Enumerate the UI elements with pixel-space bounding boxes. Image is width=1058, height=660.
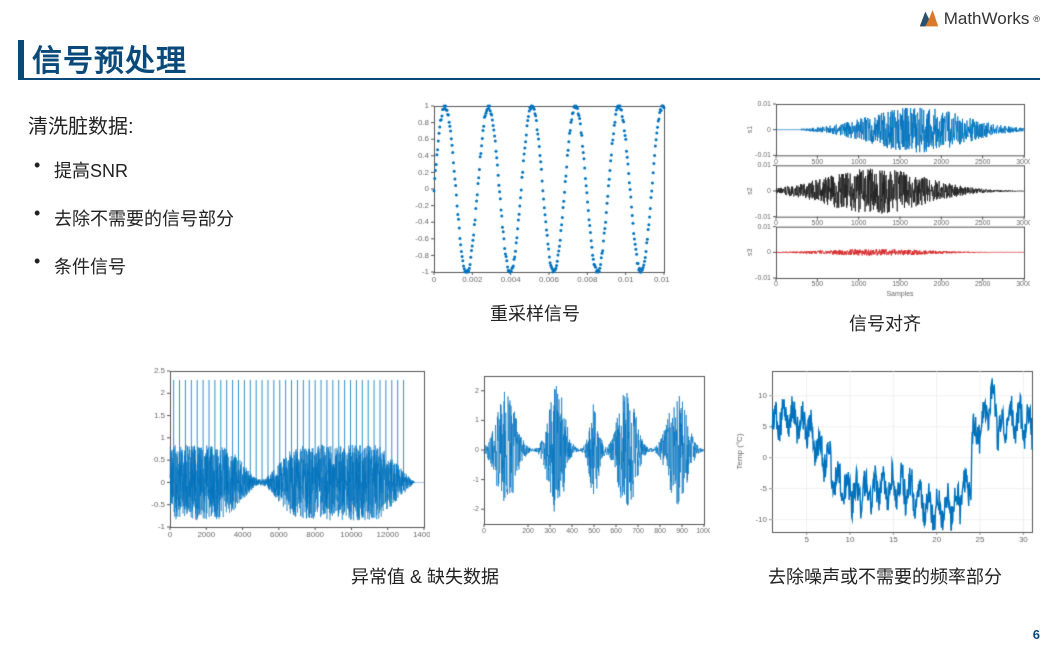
subheading: 清洗脏数据:	[28, 110, 328, 139]
page-title: 信号预处理	[32, 36, 187, 80]
align-chart-area: 信号对齐	[740, 100, 1030, 336]
outlier-caption: 异常值 & 缺失数据	[140, 563, 710, 589]
outlier-chart-area	[140, 365, 430, 545]
title-accent	[18, 40, 24, 80]
bullet-list: 提高SNR 去除不需要的信号部分 条件信号	[28, 157, 328, 279]
resample-caption: 重采样信号	[400, 300, 670, 326]
text-column: 清洗脏数据: 提高SNR 去除不需要的信号部分 条件信号	[28, 110, 328, 301]
outlier-chart	[140, 365, 430, 545]
denoise-caption: 去除噪声或不需要的频率部分	[730, 563, 1040, 589]
logo-text: MathWorks	[944, 9, 1030, 29]
bullet-item: 条件信号	[28, 253, 328, 279]
registered-mark: ®	[1033, 14, 1040, 24]
bursts-chart-area	[460, 370, 710, 540]
align-caption: 信号对齐	[740, 310, 1030, 336]
mathworks-logo: MathWorks ®	[918, 8, 1040, 30]
denoise-chart	[730, 365, 1040, 550]
resample-chart	[400, 100, 670, 290]
denoise-chart-area	[730, 365, 1040, 550]
mathworks-icon	[918, 8, 940, 30]
align-chart	[740, 100, 1030, 300]
bullet-item: 去除不需要的信号部分	[28, 205, 328, 231]
bullet-item: 提高SNR	[28, 157, 328, 183]
title-bar: 信号预处理	[18, 40, 1040, 80]
bursts-chart	[460, 370, 710, 540]
page-number: 6	[1033, 627, 1040, 642]
resample-chart-area: 重采样信号	[400, 100, 670, 326]
